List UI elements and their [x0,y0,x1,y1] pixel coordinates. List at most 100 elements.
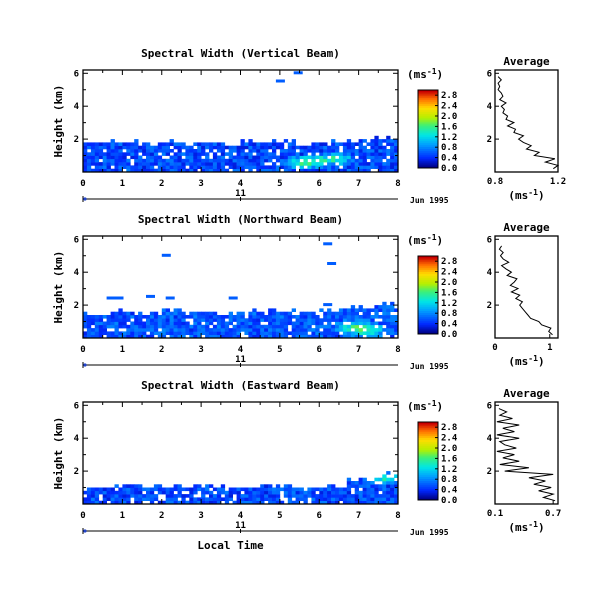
heatmap-cell [366,155,371,160]
heatmap-cell [291,139,296,143]
colorbar-tick-label: 1.6 [441,288,457,298]
colorbar-tick-label: 2.0 [441,444,457,454]
heatmap-cell [291,324,296,329]
heatmap-cell [161,331,167,335]
heatmap-cell [287,490,293,495]
heatmap-cell [272,145,277,150]
heatmap-cell [169,497,174,501]
heatmap-cell [268,145,273,150]
heatmap-cell [327,494,332,498]
heatmap-cell [185,487,190,492]
heatmap-cell [338,324,344,329]
colorbar-swatch [418,427,438,431]
heatmap-cell [307,328,312,332]
heatmap-cell [390,315,395,319]
heatmap-cell [394,324,399,329]
heatmap-cell [126,158,131,163]
x-tick-label: 7 [356,179,361,189]
colorbar-swatch [418,281,438,284]
heatmap-cell [374,328,379,332]
heatmap-cell [260,487,265,492]
heatmap-cell [374,135,379,140]
heatmap-cell [394,484,399,488]
heatmap-cell [346,165,352,169]
heatmap-cell [177,149,182,153]
heatmap-cell [209,334,214,339]
heatmap-cell [102,155,107,160]
colorbar-swatch [418,90,438,93]
profile-y-tick-label: 2 [487,467,492,477]
heatmap-cell [248,318,253,322]
profile-y-tick-label: 4 [487,434,493,444]
heatmap-cell [114,318,119,322]
heatmap-cell [382,500,387,505]
heatmap-cell [181,497,186,501]
heatmap-cell [311,162,316,166]
heatmap-cell [114,149,119,153]
heatmap-cell [319,318,324,322]
heatmap-cell [197,152,202,156]
heatmap-cell [350,324,356,329]
heatmap-cell [173,484,178,488]
heatmap-cell [102,142,107,146]
heatmap-cell [354,331,359,335]
heatmap-cell [86,487,92,492]
heatmap-cell [201,318,206,322]
isolated-point [275,79,285,83]
heatmap-cell [374,155,379,160]
colorbar-swatch [418,466,438,470]
heatmap-cell [106,487,111,492]
y-tick-label: 2 [74,467,79,477]
heatmap-cell [315,497,320,501]
profile-y-tick-label: 2 [487,301,492,311]
heatmap-cell [366,165,371,169]
heatmap-cell [358,142,363,146]
heatmap-cell [268,328,273,332]
heatmap-cell [268,324,273,329]
heatmap-cell [240,311,245,316]
heatmap-cell [370,321,375,326]
heatmap-cell [157,155,163,160]
heatmap-cell [110,152,115,156]
heatmap-cell [220,331,226,335]
heatmap-cell [201,145,206,150]
heatmap-cell [165,165,170,169]
heatmap-cell [315,155,320,160]
colorbar-swatch [418,142,438,146]
heatmap-cell [279,165,285,169]
heatmap-cell [236,155,241,160]
heatmap-cell [161,165,167,169]
heatmap-cell [382,481,387,485]
heatmap-cell [161,152,167,156]
heatmap-cell [181,318,186,322]
heatmap-cell [315,487,320,492]
heatmap-cell [98,331,104,335]
colorbar-swatch [418,322,438,325]
heatmap-cell [331,324,336,329]
heatmap-cell [149,494,155,498]
heatmap-cell [279,155,285,160]
heatmap-cell [209,165,214,169]
heatmap-cell [252,318,257,322]
heatmap-cell [283,487,289,492]
colorbar-tick-label: 0.0 [441,330,457,340]
heatmap-cell [216,149,222,153]
heatmap-cell [118,500,123,505]
heatmap-cell [346,487,352,492]
heatmap-cell [130,321,135,326]
isolated-point [323,242,333,246]
heatmap-cell [220,155,226,160]
heatmap-cell [209,321,214,326]
heatmap-cell [212,311,218,316]
date-axis-marker [83,197,87,201]
heatmap-cell [205,162,210,166]
colorbar-swatch [418,162,438,165]
heatmap-cell [224,158,230,163]
heatmap-cell [327,162,332,166]
heatmap-cell [390,301,395,306]
heatmap-cell [201,315,206,319]
heatmap-cell [83,149,88,153]
heatmap-cell [390,305,395,309]
y-tick-label: 2 [74,135,79,145]
heatmap-cell [319,324,324,329]
